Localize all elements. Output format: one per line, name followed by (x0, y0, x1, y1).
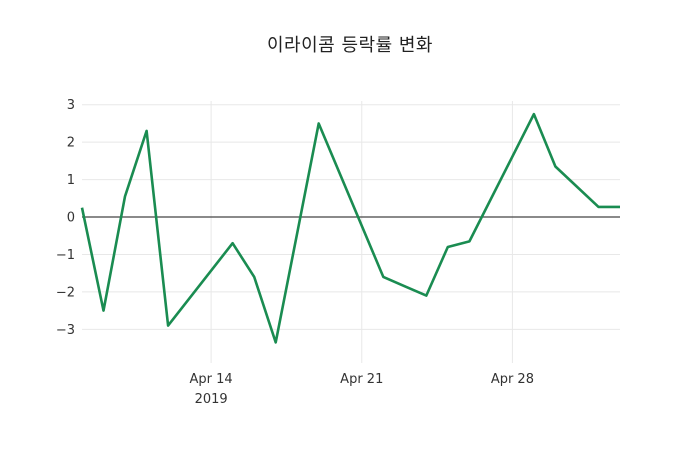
x-tick-label: Apr 28 (491, 372, 534, 387)
y-tick-label: −2 (56, 285, 75, 300)
y-tick-label: 2 (67, 136, 75, 151)
y-tick-label: −3 (56, 323, 75, 338)
y-tick-label: 1 (67, 173, 75, 188)
y-tick-label: 0 (67, 211, 75, 226)
x-tick-label: Apr 21 (340, 372, 383, 387)
x-tick-sublabel: 2019 (195, 392, 228, 407)
price-change-line (80, 112, 620, 344)
y-tick-label: −1 (56, 248, 75, 263)
x-tick-label: Apr 14 (190, 372, 233, 387)
y-tick-label: 3 (67, 98, 75, 113)
chart-title: 이라이콤 등락률 변화 (267, 35, 433, 56)
